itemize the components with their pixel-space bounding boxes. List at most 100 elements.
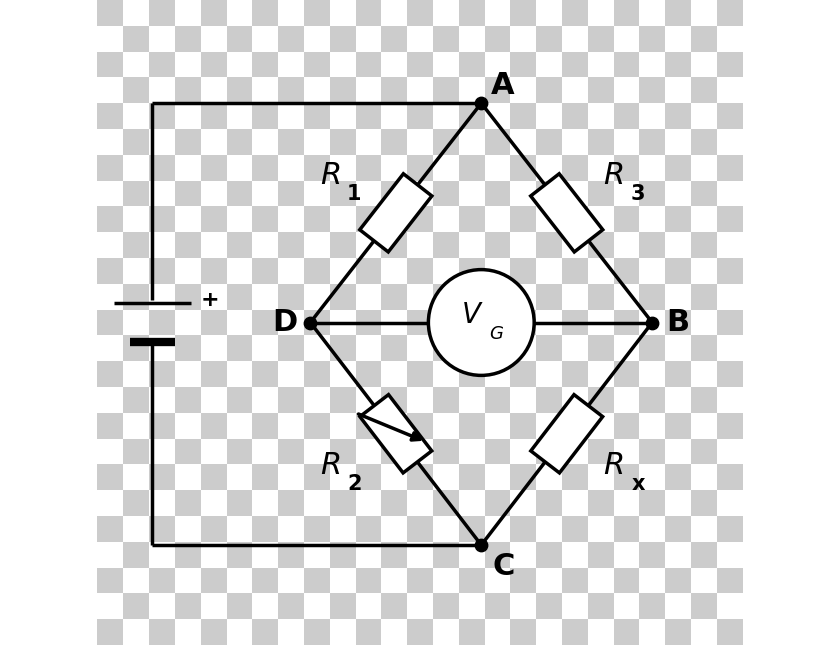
Bar	[304, 0, 329, 26]
Bar	[459, 155, 485, 181]
Bar	[381, 232, 407, 258]
Bar	[150, 310, 175, 335]
Bar	[536, 232, 562, 258]
Bar	[485, 542, 511, 568]
Bar	[175, 26, 201, 52]
Bar	[227, 232, 252, 258]
Bar	[227, 26, 252, 52]
Bar	[407, 361, 433, 387]
Bar	[304, 52, 329, 77]
Bar	[613, 464, 639, 490]
Bar	[511, 310, 536, 335]
Text: D: D	[272, 308, 297, 337]
Bar	[252, 310, 278, 335]
Bar	[123, 284, 150, 310]
Bar	[613, 155, 639, 181]
Bar	[252, 413, 278, 439]
Bar	[278, 181, 304, 206]
Bar	[123, 77, 150, 103]
Bar	[769, 155, 794, 181]
Bar	[304, 103, 329, 129]
Polygon shape	[360, 395, 432, 473]
Bar	[562, 310, 588, 335]
Bar	[278, 542, 304, 568]
Polygon shape	[531, 174, 603, 252]
Bar	[613, 361, 639, 387]
Bar	[433, 593, 459, 619]
Bar	[227, 387, 252, 413]
Bar	[743, 232, 769, 258]
Bar	[769, 52, 794, 77]
Circle shape	[428, 270, 534, 375]
Bar	[485, 335, 511, 361]
Text: $\mathit{G}$: $\mathit{G}$	[489, 325, 504, 343]
Bar	[407, 52, 433, 77]
Bar	[123, 542, 150, 568]
Bar	[613, 0, 639, 26]
Bar	[407, 568, 433, 593]
Bar	[485, 284, 511, 310]
Bar	[588, 439, 613, 464]
Bar	[97, 568, 123, 593]
Bar	[485, 387, 511, 413]
Bar	[459, 464, 485, 490]
Bar	[613, 619, 639, 645]
Bar	[665, 413, 691, 439]
Bar	[690, 284, 717, 310]
Bar	[150, 206, 175, 232]
Bar	[227, 542, 252, 568]
Bar	[743, 542, 769, 568]
Bar	[511, 103, 536, 129]
Bar	[304, 516, 329, 542]
Bar	[665, 155, 691, 181]
Bar	[407, 258, 433, 284]
Bar	[227, 490, 252, 516]
Text: 2: 2	[347, 473, 361, 494]
Bar	[329, 284, 355, 310]
Text: $\mathit{R}$: $\mathit{R}$	[319, 451, 340, 480]
Bar	[123, 439, 150, 464]
Bar	[329, 77, 355, 103]
Bar	[201, 258, 227, 284]
Bar	[381, 490, 407, 516]
Bar	[536, 77, 562, 103]
Bar	[175, 129, 201, 155]
Bar	[459, 103, 485, 129]
Bar	[355, 103, 381, 129]
Bar	[562, 568, 588, 593]
Bar	[717, 310, 743, 335]
Bar	[639, 232, 665, 258]
Bar	[123, 26, 150, 52]
Bar	[97, 103, 123, 129]
Text: A: A	[491, 71, 514, 99]
Bar	[150, 103, 175, 129]
Bar	[175, 439, 201, 464]
Bar	[97, 52, 123, 77]
Bar	[536, 181, 562, 206]
Bar	[613, 568, 639, 593]
Bar	[252, 103, 278, 129]
Bar	[201, 206, 227, 232]
Bar	[511, 464, 536, 490]
Bar	[175, 335, 201, 361]
Bar	[459, 413, 485, 439]
Bar	[227, 439, 252, 464]
Bar	[717, 464, 743, 490]
Bar	[97, 0, 123, 26]
Bar	[381, 77, 407, 103]
Bar	[588, 232, 613, 258]
Bar	[717, 103, 743, 129]
Bar	[381, 335, 407, 361]
Bar	[743, 593, 769, 619]
Bar	[278, 593, 304, 619]
Bar	[536, 284, 562, 310]
Bar	[690, 181, 717, 206]
Bar	[355, 206, 381, 232]
Bar	[743, 490, 769, 516]
Bar	[433, 335, 459, 361]
Bar	[407, 516, 433, 542]
Bar	[769, 464, 794, 490]
Bar	[150, 361, 175, 387]
Bar	[613, 258, 639, 284]
Bar	[665, 568, 691, 593]
